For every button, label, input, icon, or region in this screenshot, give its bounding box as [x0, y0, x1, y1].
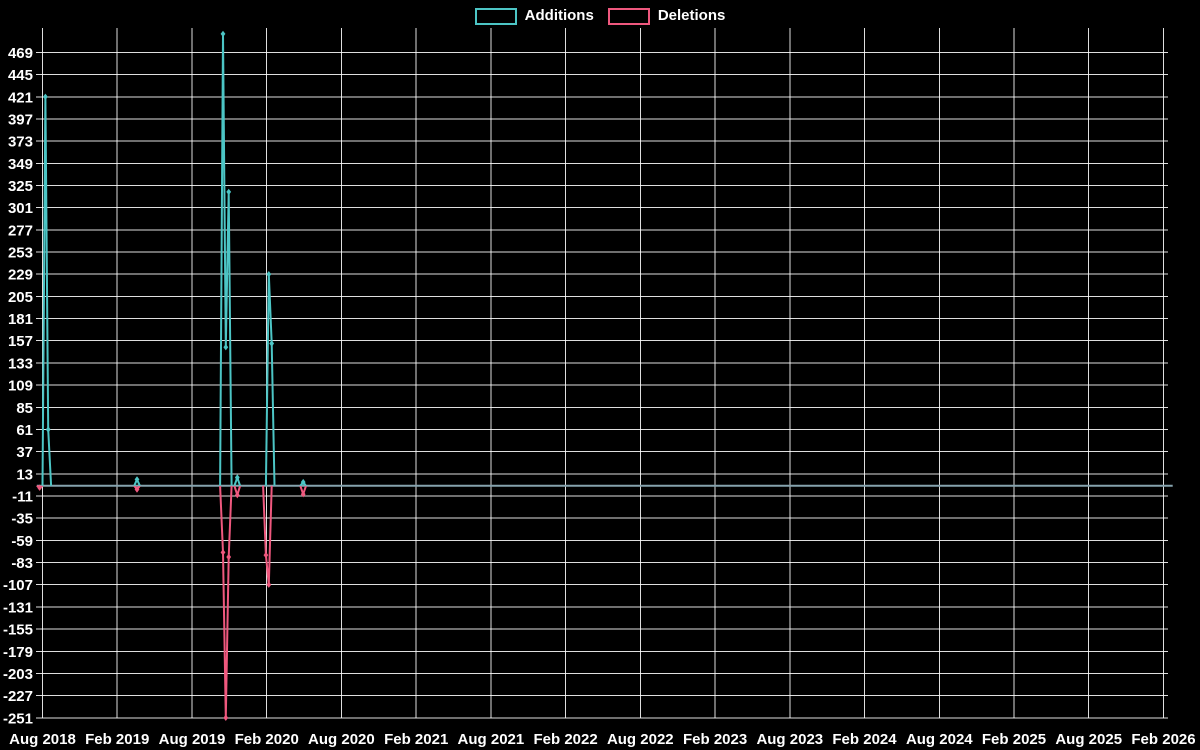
- additions-point-marker: [234, 474, 240, 481]
- series-additions: [41, 30, 307, 487]
- svg-text:Feb 2022: Feb 2022: [533, 731, 597, 748]
- deletions-point-marker: [234, 491, 240, 499]
- svg-text:61: 61: [16, 422, 33, 439]
- svg-text:445: 445: [8, 67, 33, 84]
- additions-point-marker: [134, 476, 140, 483]
- x-axis-labels: Aug 2018 Feb 2019 Aug 2019 Feb 2020 Aug 2020…: [9, 731, 1195, 748]
- svg-text:229: 229: [8, 267, 33, 284]
- svg-text:277: 277: [8, 222, 33, 239]
- svg-text:-251: -251: [3, 710, 33, 727]
- svg-text:-131: -131: [3, 599, 33, 616]
- vertical-gridlines: [42, 28, 1164, 718]
- deletions-point-marker: [226, 553, 232, 561]
- svg-text:Feb 2025: Feb 2025: [982, 731, 1046, 748]
- svg-text:Aug 2019: Aug 2019: [159, 731, 226, 748]
- additions-point-marker: [220, 30, 226, 38]
- svg-text:325: 325: [8, 178, 33, 195]
- svg-text:13: 13: [16, 466, 33, 483]
- svg-text:421: 421: [8, 89, 33, 106]
- svg-text:Feb 2023: Feb 2023: [683, 731, 747, 748]
- svg-text:-155: -155: [3, 622, 33, 639]
- svg-text:109: 109: [8, 378, 33, 395]
- legend-item-additions[interactable]: Additions: [474, 6, 594, 26]
- svg-text:Aug 2023: Aug 2023: [756, 731, 823, 748]
- svg-text:Feb 2020: Feb 2020: [235, 731, 299, 748]
- svg-text:Aug 2020: Aug 2020: [308, 731, 375, 748]
- svg-text:-107: -107: [3, 577, 33, 594]
- svg-text:Feb 2024: Feb 2024: [832, 731, 897, 748]
- series-deletions: [36, 484, 307, 721]
- deletions-point-marker: [220, 549, 226, 556]
- svg-text:Aug 2018: Aug 2018: [9, 731, 76, 748]
- deletions-point-marker: [223, 714, 229, 721]
- svg-text:Aug 2022: Aug 2022: [607, 731, 674, 748]
- svg-text:-203: -203: [3, 666, 33, 683]
- legend-label-additions: Additions: [524, 7, 594, 24]
- additions-point-marker: [300, 478, 306, 486]
- deletions-point-marker: [266, 581, 272, 588]
- legend-label-deletions: Deletions: [657, 7, 726, 24]
- svg-text:397: 397: [8, 111, 33, 128]
- additions-point-marker: [45, 426, 51, 433]
- svg-text:373: 373: [8, 134, 33, 151]
- svg-text:253: 253: [8, 245, 33, 262]
- additions-point-marker: [269, 340, 275, 347]
- deletions-point-marker: [300, 491, 306, 498]
- additions-point-marker: [226, 188, 232, 196]
- deletions-point-marker: [263, 551, 269, 559]
- y-axis-labels: 469 445 421 397 373 349 325 301 277 253 229 205 181 1…: [3, 45, 33, 727]
- svg-text:Feb 2021: Feb 2021: [384, 731, 448, 748]
- svg-text:-179: -179: [3, 644, 33, 661]
- svg-text:-35: -35: [11, 511, 33, 528]
- svg-text:349: 349: [8, 156, 33, 173]
- additions-point-marker: [223, 344, 229, 351]
- svg-text:157: 157: [8, 333, 33, 350]
- additions-point-marker: [43, 93, 48, 100]
- horizontal-gridlines: [36, 51, 1168, 719]
- svg-text:133: 133: [8, 355, 33, 372]
- svg-text:301: 301: [8, 200, 33, 217]
- legend-item-deletions[interactable]: Deletions: [607, 6, 726, 26]
- additions-point-marker: [266, 271, 272, 278]
- svg-text:37: 37: [16, 444, 33, 461]
- svg-text:Feb 2019: Feb 2019: [85, 731, 149, 748]
- svg-text:Feb 2026: Feb 2026: [1131, 731, 1195, 748]
- deletions-point-marker: [134, 486, 140, 493]
- svg-text:-83: -83: [11, 555, 33, 572]
- svg-text:-59: -59: [11, 533, 33, 550]
- svg-text:Aug 2025: Aug 2025: [1055, 731, 1122, 748]
- svg-text:205: 205: [8, 289, 33, 306]
- additions-swatch-icon: [474, 7, 517, 25]
- svg-text:181: 181: [8, 311, 33, 328]
- svg-text:469: 469: [8, 45, 33, 62]
- deletions-point-marker: [37, 484, 42, 491]
- chart-legend: Additions Deletions: [0, 6, 1200, 26]
- svg-text:-227: -227: [3, 688, 33, 705]
- svg-text:85: 85: [16, 400, 33, 417]
- deletions-swatch-icon: [607, 7, 650, 25]
- svg-text:-11: -11: [12, 489, 33, 506]
- svg-text:Aug 2024: Aug 2024: [906, 731, 973, 748]
- svg-text:Aug 2021: Aug 2021: [458, 731, 525, 748]
